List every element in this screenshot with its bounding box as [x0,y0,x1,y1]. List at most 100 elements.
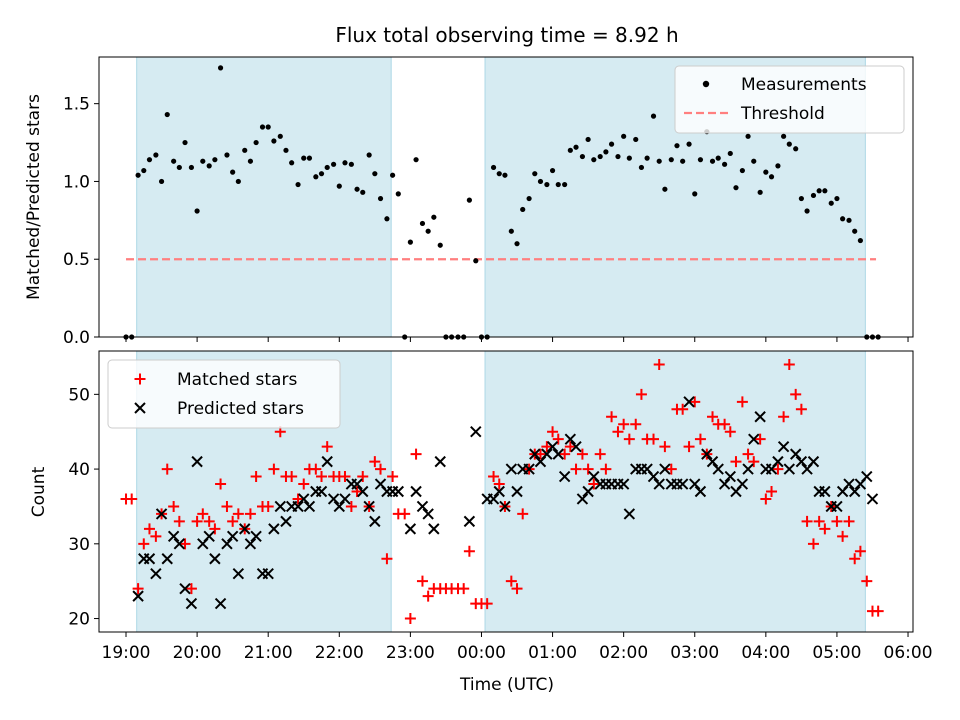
measurement-point [692,191,698,197]
measurement-point [573,144,579,150]
measurement-point [247,158,254,164]
predicted-star-point [623,508,636,520]
predicted-star-point [209,553,221,565]
predicted-star-point [203,530,215,543]
predicted-star-point [511,485,523,498]
predicted-star-point [185,597,198,610]
measurement-point [354,186,360,192]
matched-star-point [244,508,256,520]
matched-star-point [582,463,594,475]
matched-star-point [778,411,790,423]
measurement-point [733,185,739,191]
measurement-point [230,169,236,175]
legend-matched-marker [134,373,146,385]
matched-star-point [736,396,748,408]
matched-star-point [783,358,795,370]
x-tick-label: 19:00 [102,643,151,663]
matched-star-point [600,463,612,475]
predicted-star-point [416,500,429,513]
predicted-star-point [410,485,422,498]
matched-star-point [831,515,843,527]
predicted-star-point [848,485,861,498]
legend-measurements-marker [702,80,710,88]
predicted-star-point [232,567,245,580]
predicted-star-point [718,478,731,490]
measurement-point [514,241,520,247]
count-y-tick-label: 20 [68,610,90,630]
predicted-star-point [470,426,482,438]
matched-star-point [505,575,517,587]
matched-star-point [292,493,304,505]
matched-star-point [576,448,588,460]
predicted-star-point [292,500,304,513]
predicted-star-point [617,478,630,490]
matched-star-point [843,515,855,527]
matched-star-point [534,448,546,460]
x-tick-label: 04:00 [741,643,790,663]
matched-star-point [357,471,369,483]
predicted-star-point [748,433,760,445]
legend-predicted-x [134,402,146,414]
measurement-point [840,216,846,222]
predicted-star-point [552,448,564,460]
measurement-point [739,167,745,174]
count-legend: Matched stars Predicted stars [107,359,341,429]
matched-star-point [168,500,180,512]
matched-star-point [250,471,262,483]
measurement-point [390,172,396,178]
measurement-point [490,164,497,171]
measurement-point [200,158,206,164]
matched-star-point [748,456,760,468]
measurement-point [407,239,413,245]
matched-star-point [458,583,470,595]
measurement-point [265,124,271,130]
measurement-point [810,192,817,199]
measurement-point [283,147,289,153]
ratio-y-tick-label: 1.5 [63,95,90,115]
observing-span-1 [136,56,392,338]
measurement-point [603,149,609,155]
predicted-star-point [783,463,796,475]
predicted-star-point [268,523,280,535]
matched-star-point [694,433,706,445]
measurement-point [751,158,757,164]
matched-star-point [369,456,381,468]
predicted-star-point [167,530,180,543]
predicted-star-point [789,448,802,460]
matched-star-point [795,403,807,415]
predicted-star-point [546,440,559,453]
matched-star-point [404,613,416,625]
predicted-star-point [742,463,754,475]
measurement-point [342,160,348,166]
predicted-star-point [339,493,351,505]
measurement-point [662,186,668,192]
predicted-star-point [155,508,168,520]
matched-star-point [221,500,233,512]
count-x-ticks: 19:00 20:00 21:00 22:00 23:00 00:00 01:00 02:00… [102,632,933,663]
chart-title: Flux total observing time = 8.92 h [335,23,678,47]
matched-star-point [564,441,576,453]
predicted-star-point [701,448,713,460]
matched-star-point [861,575,873,587]
matched-star-point [630,418,642,430]
matched-star-point [606,411,618,423]
measurement-point [686,141,692,147]
matched-star-point [754,433,766,445]
x-tick-label: 00:00 [457,643,506,663]
matched-star-point [872,605,884,617]
predicted-star-point [262,567,274,580]
measurement-point [834,195,840,202]
matched-star-point [387,471,399,483]
predicted-star-point [683,396,695,408]
measurement-point [621,133,627,139]
predicted-star-point [463,515,476,528]
measurement-point [313,174,319,180]
measurement-point [395,191,401,197]
measurement-point [377,195,384,202]
predicted-star-point [861,470,873,483]
measurement-point [763,169,769,175]
predicted-star-point [214,597,227,610]
measurement-point [822,188,828,194]
measurement-point [532,171,538,177]
legend-matched-label: Matched stars [177,370,297,390]
